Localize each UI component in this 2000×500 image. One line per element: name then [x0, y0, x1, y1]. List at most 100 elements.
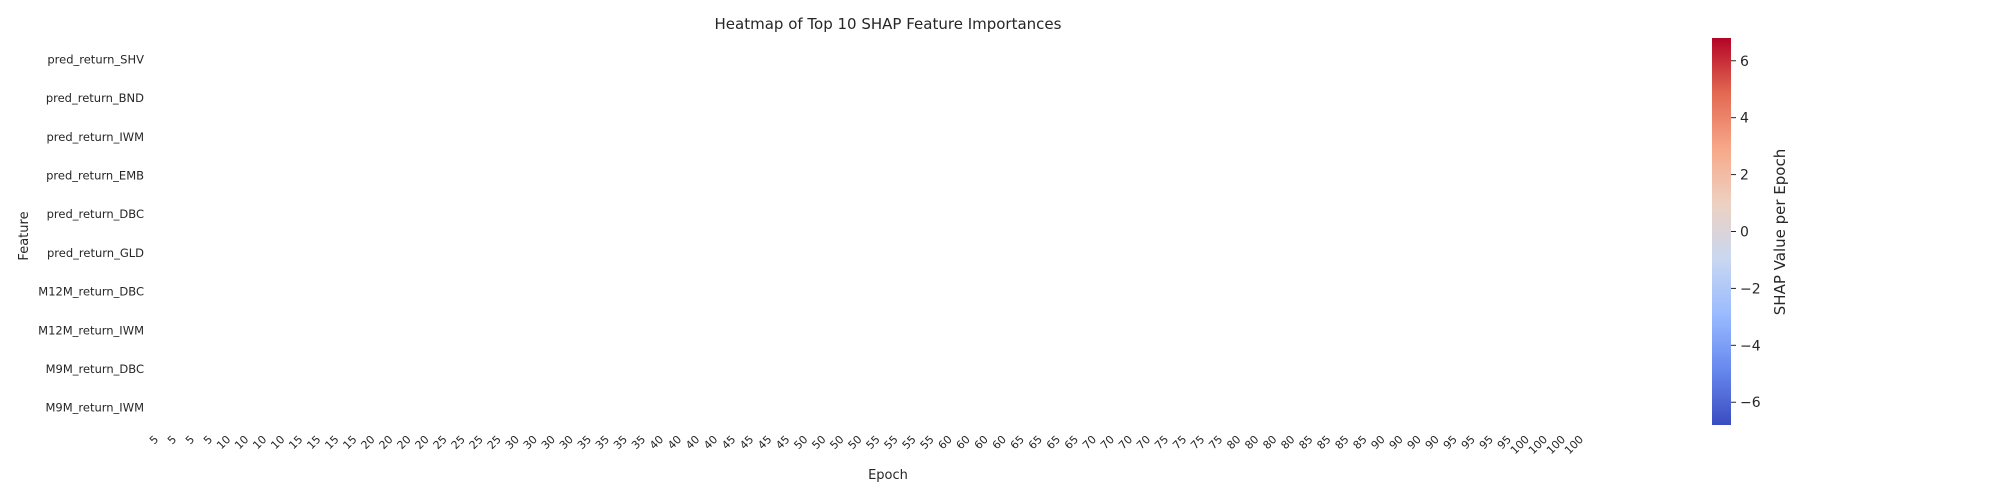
- colorbar-tick-label: 0: [1740, 225, 1749, 241]
- epoch-tick-label: 95: [1459, 433, 1478, 452]
- epoch-tick-label: 90: [1405, 433, 1424, 452]
- epoch-tick-label: 70: [1098, 433, 1117, 452]
- epoch-tick-label: 60: [972, 433, 991, 452]
- epoch-tick-label: 80: [1242, 433, 1261, 452]
- y-axis-label: Feature: [17, 211, 32, 260]
- epoch-tick-label: 95: [1477, 433, 1496, 452]
- colorbar-tick-label: −2: [1740, 281, 1761, 297]
- colorbar-label: SHAP Value per Epoch: [1771, 149, 1789, 315]
- epoch-tick-label: 10: [232, 433, 251, 452]
- epoch-tick-label: 65: [1044, 433, 1063, 452]
- epoch-tick-label: 85: [1314, 433, 1333, 452]
- epoch-tick-label: 85: [1351, 433, 1370, 452]
- feature-tick-label: M12M_return_IWM: [38, 323, 144, 337]
- epoch-tick-label: 70: [1134, 433, 1153, 452]
- epoch-tick-label: 65: [1008, 433, 1027, 452]
- epoch-tick-label: 30: [557, 433, 576, 452]
- epoch-tick-label: 20: [377, 433, 396, 452]
- epoch-tick-label: 15: [286, 433, 305, 452]
- feature-tick-label: pred_return_BND: [46, 91, 144, 105]
- epoch-tick-label: 15: [304, 433, 323, 452]
- epoch-tick-label: 35: [611, 433, 630, 452]
- epoch-tick-label: 65: [1026, 433, 1045, 452]
- epoch-tick-label: 55: [864, 433, 883, 452]
- epoch-tick-label: 95: [1441, 433, 1460, 452]
- epoch-tick-label: 15: [322, 433, 341, 452]
- epoch-tick-label: 40: [701, 433, 720, 452]
- epoch-tick-label: 20: [358, 433, 377, 452]
- epoch-tick-label: 20: [395, 433, 414, 452]
- epoch-tick-label: 55: [882, 433, 901, 452]
- epoch-tick-label: 40: [647, 433, 666, 452]
- epoch-tick-label: 10: [214, 433, 233, 452]
- epoch-tick-label: 45: [737, 433, 756, 452]
- epoch-tick-label: 30: [521, 433, 540, 452]
- epoch-tick-label: 55: [900, 433, 919, 452]
- chart-title: Heatmap of Top 10 SHAP Feature Importanc…: [715, 15, 1062, 33]
- epoch-tick-label: 60: [936, 433, 955, 452]
- epoch-tick-label: 60: [954, 433, 973, 452]
- epoch-tick-label: 70: [1116, 433, 1135, 452]
- epoch-tick-label: 45: [719, 433, 738, 452]
- epoch-tick-label: 25: [485, 433, 504, 452]
- epoch-tick-label: 50: [846, 433, 865, 452]
- epoch-tick-label: 5: [165, 433, 179, 447]
- epoch-tick-label: 80: [1260, 433, 1279, 452]
- feature-tick-label: pred_return_DBC: [47, 207, 144, 221]
- feature-tick-label: pred_return_SHV: [47, 52, 144, 66]
- epoch-tick-label: 100: [1562, 433, 1586, 457]
- feature-tick-labels: pred_return_SHV pred_return_BND pred_retur…: [38, 52, 144, 414]
- epoch-tick-label: 75: [1152, 433, 1171, 452]
- epoch-tick-label: 75: [1206, 433, 1225, 452]
- colorbar-tick-label: 6: [1740, 54, 1749, 70]
- epoch-tick-label: 30: [503, 433, 522, 452]
- epoch-tick-label: 50: [791, 433, 810, 452]
- epoch-tick-labels: 5 5 5 5101010101515151520202020252525253030…: [147, 433, 1586, 457]
- colorbar-gradient-bar: [1712, 38, 1731, 425]
- epoch-tick-label: 45: [773, 433, 792, 452]
- colorbar-tick-label: −4: [1740, 338, 1761, 354]
- epoch-tick-label: 35: [575, 433, 594, 452]
- epoch-tick-label: 80: [1278, 433, 1297, 452]
- epoch-tick-label: 90: [1387, 433, 1406, 452]
- epoch-tick-label: 90: [1369, 433, 1388, 452]
- epoch-tick-label: 70: [1080, 433, 1099, 452]
- feature-tick-label: pred_return_IWM: [47, 130, 145, 144]
- feature-tick-label: pred_return_EMB: [46, 168, 144, 182]
- colorbar-tick-label: −6: [1740, 395, 1761, 411]
- epoch-tick-label: 25: [467, 433, 486, 452]
- epoch-tick-label: 5: [147, 433, 161, 447]
- colorbar: −6 −4 −2 0 2 4 6: [1712, 38, 1761, 425]
- epoch-tick-label: 60: [990, 433, 1009, 452]
- epoch-tick-label: 5: [201, 433, 215, 447]
- epoch-tick-label: 35: [593, 433, 612, 452]
- epoch-tick-label: 15: [340, 433, 359, 452]
- epoch-tick-label: 40: [683, 433, 702, 452]
- epoch-tick-label: 50: [827, 433, 846, 452]
- x-axis-label: Epoch: [868, 468, 908, 483]
- feature-tick-label: M9M_return_DBC: [46, 362, 144, 376]
- epoch-tick-label: 75: [1170, 433, 1189, 452]
- epoch-tick-label: 25: [449, 433, 468, 452]
- epoch-tick-label: 85: [1333, 433, 1352, 452]
- epoch-tick-label: 5: [183, 433, 197, 447]
- feature-tick-label: pred_return_GLD: [47, 246, 144, 260]
- epoch-tick-label: 80: [1224, 433, 1243, 452]
- epoch-tick-label: 75: [1188, 433, 1207, 452]
- epoch-tick-label: 40: [665, 433, 684, 452]
- colorbar-tick-label: 4: [1740, 111, 1749, 127]
- epoch-tick-label: 25: [431, 433, 450, 452]
- epoch-tick-label: 35: [629, 433, 648, 452]
- epoch-tick-label: 10: [268, 433, 287, 452]
- epoch-tick-label: 50: [809, 433, 828, 452]
- feature-tick-label: M12M_return_DBC: [38, 285, 144, 299]
- feature-tick-label: M9M_return_IWM: [45, 401, 144, 415]
- epoch-tick-label: 20: [413, 433, 432, 452]
- colorbar-tick-label: 2: [1740, 168, 1749, 184]
- epoch-tick-label: 45: [755, 433, 774, 452]
- epoch-tick-label: 85: [1296, 433, 1315, 452]
- epoch-tick-label: 90: [1423, 433, 1442, 452]
- epoch-tick-label: 55: [918, 433, 937, 452]
- epoch-tick-label: 65: [1062, 433, 1081, 452]
